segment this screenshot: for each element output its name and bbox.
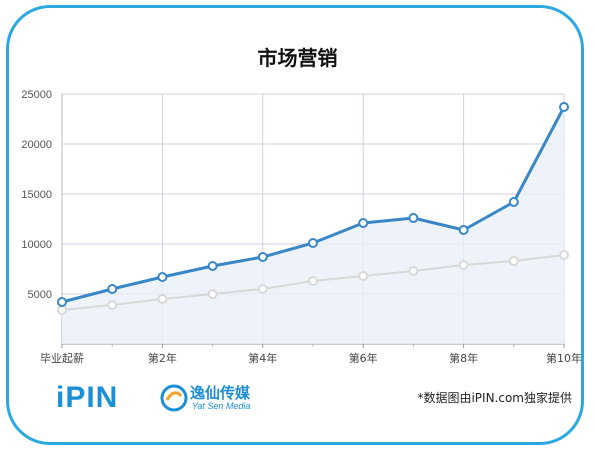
data-point [308,238,318,248]
data-point [257,284,268,294]
data-point [508,256,519,266]
data-point [408,266,419,276]
chart-title: 市场营销 [257,46,338,70]
yat-sen-media-name: 逸仙传媒 [190,384,251,402]
data-point [57,297,67,307]
data-point [157,272,168,282]
ipin-logo: iPIN [56,380,118,416]
y-tick-label: 25000 [21,89,52,101]
ipin-logo-text: iPIN [56,381,119,414]
yat-sen-media-english: Yat Sen Media [192,401,251,411]
y-tick-label: 10000 [21,239,52,251]
data-point [358,271,369,281]
data-point [257,252,268,262]
y-tick-label: 20000 [21,139,52,151]
data-point [207,261,218,271]
yat-sen-media-icon [160,384,188,412]
x-tick-label: 第2年 [148,351,177,365]
y-tick-label: 15000 [21,189,52,201]
data-point [57,305,67,315]
data-point [508,197,519,207]
data-point [107,284,118,294]
data-point [207,289,218,299]
x-tick-label: 第10年 [546,351,582,365]
data-point [458,260,469,270]
data-point [107,300,118,310]
y-tick-label: 5000 [28,289,52,301]
data-credit: *数据图由iPIN.com独家提供 [417,391,572,405]
x-tick-label: 第6年 [349,351,378,365]
series-area [62,107,564,344]
x-tick-label: 第4年 [248,351,277,365]
data-point [358,218,369,228]
x-tick-label: 毕业起薪 [40,352,84,365]
yat-sen-media-logo: 逸仙传媒 Yat Sen Media [160,382,270,416]
x-tick-label: 第8年 [449,351,478,365]
data-point [458,225,469,235]
data-point [559,250,569,260]
data-point [308,276,318,286]
data-point [408,213,419,223]
data-point [559,102,569,112]
data-point [157,294,168,304]
